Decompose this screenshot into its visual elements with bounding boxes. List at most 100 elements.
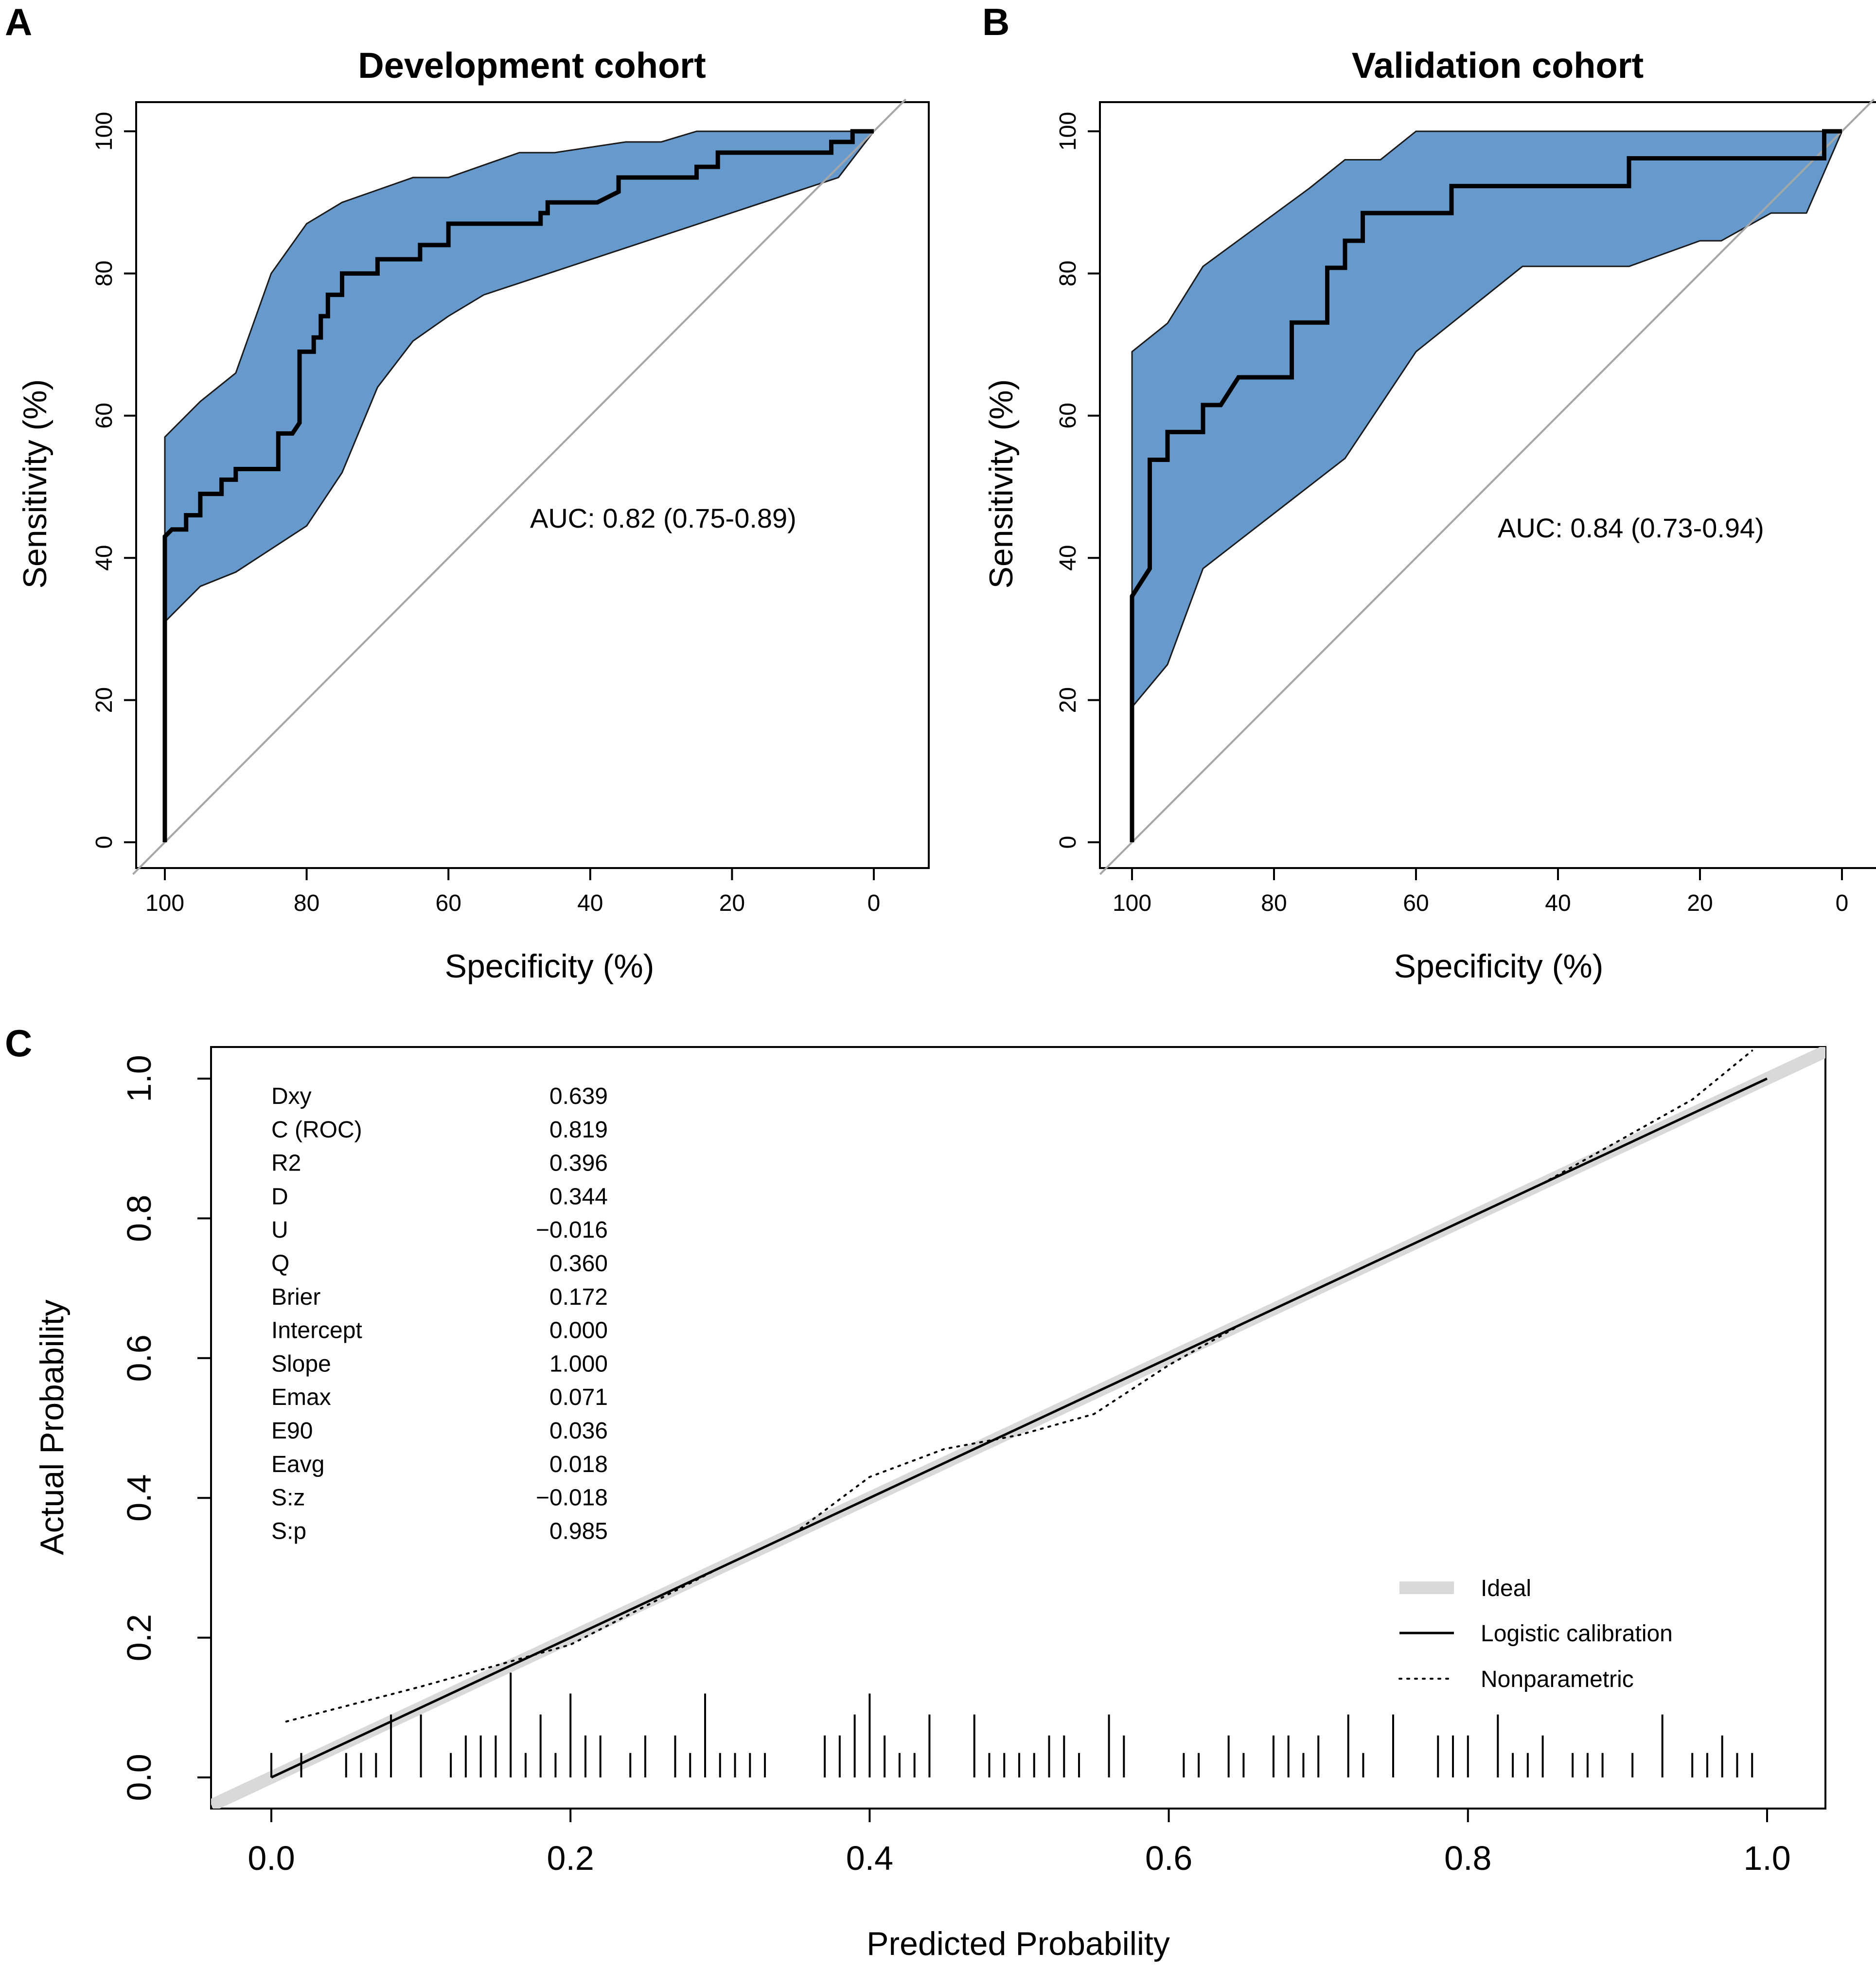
- y-tick-label: 80: [91, 261, 117, 286]
- legend-label: Nonparametric: [1481, 1667, 1634, 1692]
- reference-diagonal: [1099, 98, 1875, 875]
- panel-letter-a: A: [5, 0, 32, 43]
- stat-value: 0.000: [549, 1318, 608, 1344]
- y-tick-label: 40: [1055, 545, 1081, 571]
- y-tick-label: 0: [91, 836, 117, 849]
- roc-b-y-axis: 0 20 40 60 80 100: [1055, 112, 1101, 849]
- panel-letter-c: C: [5, 1022, 32, 1065]
- roc-a-y-axis: 0 20 40 60 80 100: [91, 112, 137, 849]
- x-tick-label: 40: [1545, 890, 1571, 916]
- y-tick-label: 0.0: [120, 1754, 158, 1801]
- calibration-legend: Ideal Logistic calibration Nonparametric: [1398, 1576, 1673, 1692]
- calibration-x-axis: 0.0 0.2 0.4 0.6 0.8 1.0: [248, 1808, 1791, 1877]
- stat-label: S:p: [271, 1518, 306, 1544]
- stat-value: 0.360: [549, 1251, 608, 1277]
- reference-diagonal: [132, 98, 907, 875]
- stat-label: S:z: [271, 1485, 305, 1511]
- y-tick-label: 0.8: [120, 1195, 158, 1242]
- y-tick-label: 0.4: [120, 1474, 158, 1522]
- ci-band: [164, 130, 875, 623]
- logistic-calibration-line: [270, 1077, 1768, 1779]
- stat-value: 0.018: [549, 1452, 608, 1477]
- panel-b: B Validation cohort 100 80 60 40 20 0 0 20 40 60…: [982, 0, 1876, 985]
- roc-b-x-axis: 100 80 60 40 20 0: [1113, 867, 1849, 916]
- stat-value: 0.036: [549, 1418, 608, 1444]
- stat-label: Q: [271, 1251, 289, 1277]
- stat-value: 0.344: [549, 1184, 608, 1209]
- nonparametric-line: [285, 1049, 1753, 1723]
- ci-band: [1131, 130, 1843, 708]
- x-tick-label: 0.8: [1444, 1839, 1491, 1877]
- stat-value: 1.000: [549, 1351, 608, 1377]
- y-tick-label: 20: [1055, 687, 1081, 713]
- x-tick-label: 60: [436, 890, 461, 916]
- roc-curve: [1130, 129, 1842, 842]
- stat-label: Slope: [271, 1351, 331, 1377]
- stat-value: −0.018: [536, 1485, 608, 1511]
- stat-label: Brier: [271, 1284, 320, 1310]
- stat-label: C (ROC): [271, 1117, 362, 1143]
- x-tick-label: 0.6: [1145, 1839, 1192, 1877]
- calibration-stats-table: Dxy 0.639 C (ROC) 0.819 R2 0.396 D 0.344 U −0.016…: [271, 1083, 608, 1544]
- auc-label-development: AUC: 0.82 (0.75-0.89): [530, 503, 796, 533]
- legend-label: Logistic calibration: [1481, 1621, 1673, 1647]
- stat-value: 0.819: [549, 1117, 608, 1143]
- x-tick-label: 20: [1687, 890, 1713, 916]
- panel-a: A Development cohort 100 80 60 40 20 0 0 20 40 6…: [5, 0, 930, 985]
- chart-title-validation: Validation cohort: [1352, 45, 1644, 86]
- x-tick-label: 0: [867, 890, 881, 916]
- stat-value: −0.016: [536, 1217, 608, 1243]
- stat-value: 0.985: [549, 1518, 608, 1544]
- stat-label: R2: [271, 1151, 301, 1176]
- panel-c: C 0.0 0.2 0.4 0.6 0.8 1.0 0.00.20.40.60.81.0 …: [5, 1022, 1826, 1962]
- chart-title-development: Development cohort: [358, 45, 706, 86]
- x-tick-label: 80: [1261, 890, 1287, 916]
- stat-value: 0.396: [549, 1151, 608, 1176]
- calibration-y-axis: 0.0 0.2 0.4 0.6 0.8 1.0: [120, 1055, 212, 1801]
- stat-value: 0.071: [549, 1384, 608, 1410]
- y-tick-label: 100: [91, 112, 117, 151]
- stat-value: 0.172: [549, 1284, 608, 1310]
- y-tick-label: 80: [1055, 261, 1081, 286]
- stat-label: E90: [271, 1418, 313, 1444]
- x-axis-title-a: Specificity (%): [445, 948, 655, 985]
- roc-a-marks: [132, 98, 907, 875]
- y-axis-title-b: Sensitivity (%): [983, 379, 1020, 589]
- stat-label: Eavg: [271, 1452, 324, 1477]
- stat-label: Emax: [271, 1384, 331, 1410]
- y-tick-label: 60: [91, 403, 117, 428]
- stat-label: Dxy: [271, 1083, 312, 1109]
- calibration-marks: [211, 1047, 1825, 1809]
- stat-value: 0.639: [549, 1083, 608, 1109]
- y-tick-label: 60: [1055, 403, 1081, 428]
- auc-label-validation: AUC: 0.84 (0.73-0.94): [1498, 513, 1764, 543]
- y-tick-label: 20: [91, 687, 117, 713]
- y-tick-label: 0.2: [120, 1614, 158, 1661]
- x-tick-label: 60: [1403, 890, 1429, 916]
- x-axis-title-b: Specificity (%): [1394, 948, 1604, 985]
- legend-label: Ideal: [1481, 1576, 1531, 1601]
- calibration-plot-area: [211, 1047, 1825, 1809]
- y-tick-label: 1.0: [120, 1055, 158, 1102]
- roc-b-marks: [1099, 98, 1875, 875]
- x-tick-label: 0.0: [248, 1839, 295, 1877]
- y-axis-title-c: Actual Probability: [34, 1299, 71, 1555]
- roc-curve: [162, 129, 874, 842]
- x-tick-label: 80: [294, 890, 319, 916]
- stat-label: U: [271, 1217, 288, 1243]
- y-axis-title-a: Sensitivity (%): [17, 379, 53, 589]
- x-tick-label: 1.0: [1743, 1839, 1790, 1877]
- x-tick-label: 20: [719, 890, 745, 916]
- panel-letter-b: B: [982, 0, 1009, 43]
- roc-a-x-axis: 100 80 60 40 20 0: [145, 867, 881, 916]
- x-tick-label: 100: [145, 890, 184, 916]
- stat-label: Intercept: [271, 1318, 362, 1344]
- x-tick-label: 100: [1113, 890, 1151, 916]
- x-axis-title-c: Predicted Probability: [867, 1925, 1170, 1962]
- stat-label: D: [271, 1184, 288, 1209]
- x-tick-label: 0.4: [846, 1839, 893, 1877]
- y-tick-label: 100: [1055, 112, 1081, 151]
- x-tick-label: 0: [1836, 890, 1849, 916]
- x-tick-label: 40: [577, 890, 603, 916]
